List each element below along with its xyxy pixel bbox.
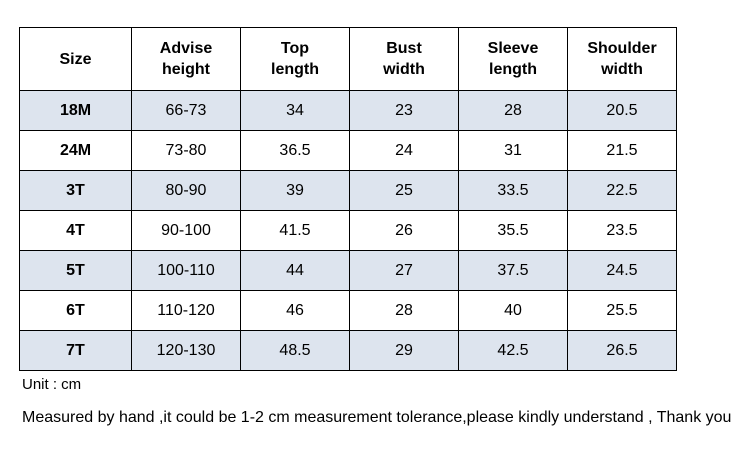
table-cell: 37.5 — [458, 250, 568, 291]
size-chart-table: Size Advise height Top length Bust width Sleeve… — [19, 27, 677, 371]
table-row: 4T 90-100 41.5 26 35.5 23.5 — [19, 210, 677, 251]
table-cell: 120-130 — [131, 330, 241, 371]
column-header: Advise height — [131, 27, 241, 91]
table-cell: 90-100 — [131, 210, 241, 251]
table-cell: 73-80 — [131, 130, 241, 171]
table-cell: 20.5 — [567, 90, 677, 131]
table-cell: 24.5 — [567, 250, 677, 291]
table-cell: 66-73 — [131, 90, 241, 131]
measurement-disclaimer: Measured by hand ,it could be 1-2 cm mea… — [22, 409, 737, 426]
table-cell: 23 — [349, 90, 459, 131]
column-header: Bust width — [349, 27, 459, 91]
column-header: Size — [19, 27, 132, 91]
table-row: 6T 110-120 46 28 40 25.5 — [19, 290, 677, 331]
table-row: 7T 120-130 48.5 29 42.5 26.5 — [19, 330, 677, 371]
table-row: 3T 80-90 39 25 33.5 22.5 — [19, 170, 677, 211]
size-cell: 4T — [19, 210, 132, 251]
table-cell: 48.5 — [240, 330, 350, 371]
table-cell: 31 — [458, 130, 568, 171]
table-cell: 41.5 — [240, 210, 350, 251]
table-cell: 26.5 — [567, 330, 677, 371]
table-cell: 27 — [349, 250, 459, 291]
size-cell: 18M — [19, 90, 132, 131]
table-cell: 40 — [458, 290, 568, 331]
table-cell: 28 — [458, 90, 568, 131]
table-cell: 36.5 — [240, 130, 350, 171]
table-cell: 110-120 — [131, 290, 241, 331]
size-cell: 5T — [19, 250, 132, 291]
table-cell: 80-90 — [131, 170, 241, 211]
column-header: Sleeve length — [458, 27, 568, 91]
table-cell: 21.5 — [567, 130, 677, 171]
table-row: 5T 100-110 44 27 37.5 24.5 — [19, 250, 677, 291]
table-cell: 33.5 — [458, 170, 568, 211]
table-cell: 35.5 — [458, 210, 568, 251]
table-header-row: Size Advise height Top length Bust width Sleeve… — [19, 27, 677, 91]
table-cell: 100-110 — [131, 250, 241, 291]
table-cell: 39 — [240, 170, 350, 211]
size-cell: 6T — [19, 290, 132, 331]
table-cell: 22.5 — [567, 170, 677, 211]
table-row: 18M 66-73 34 23 28 20.5 — [19, 90, 677, 131]
table-cell: 24 — [349, 130, 459, 171]
table-row: 24M 73-80 36.5 24 31 21.5 — [19, 130, 677, 171]
table-cell: 25 — [349, 170, 459, 211]
table-cell: 44 — [240, 250, 350, 291]
table-cell: 42.5 — [458, 330, 568, 371]
table-cell: 34 — [240, 90, 350, 131]
table-cell: 28 — [349, 290, 459, 331]
column-header: Shoulder width — [567, 27, 677, 91]
size-cell: 7T — [19, 330, 132, 371]
table-cell: 46 — [240, 290, 350, 331]
unit-note: Unit : cm — [22, 376, 82, 393]
table-cell: 23.5 — [567, 210, 677, 251]
column-header: Top length — [240, 27, 350, 91]
table-cell: 26 — [349, 210, 459, 251]
table-cell: 29 — [349, 330, 459, 371]
size-cell: 24M — [19, 130, 132, 171]
table-cell: 25.5 — [567, 290, 677, 331]
size-cell: 3T — [19, 170, 132, 211]
